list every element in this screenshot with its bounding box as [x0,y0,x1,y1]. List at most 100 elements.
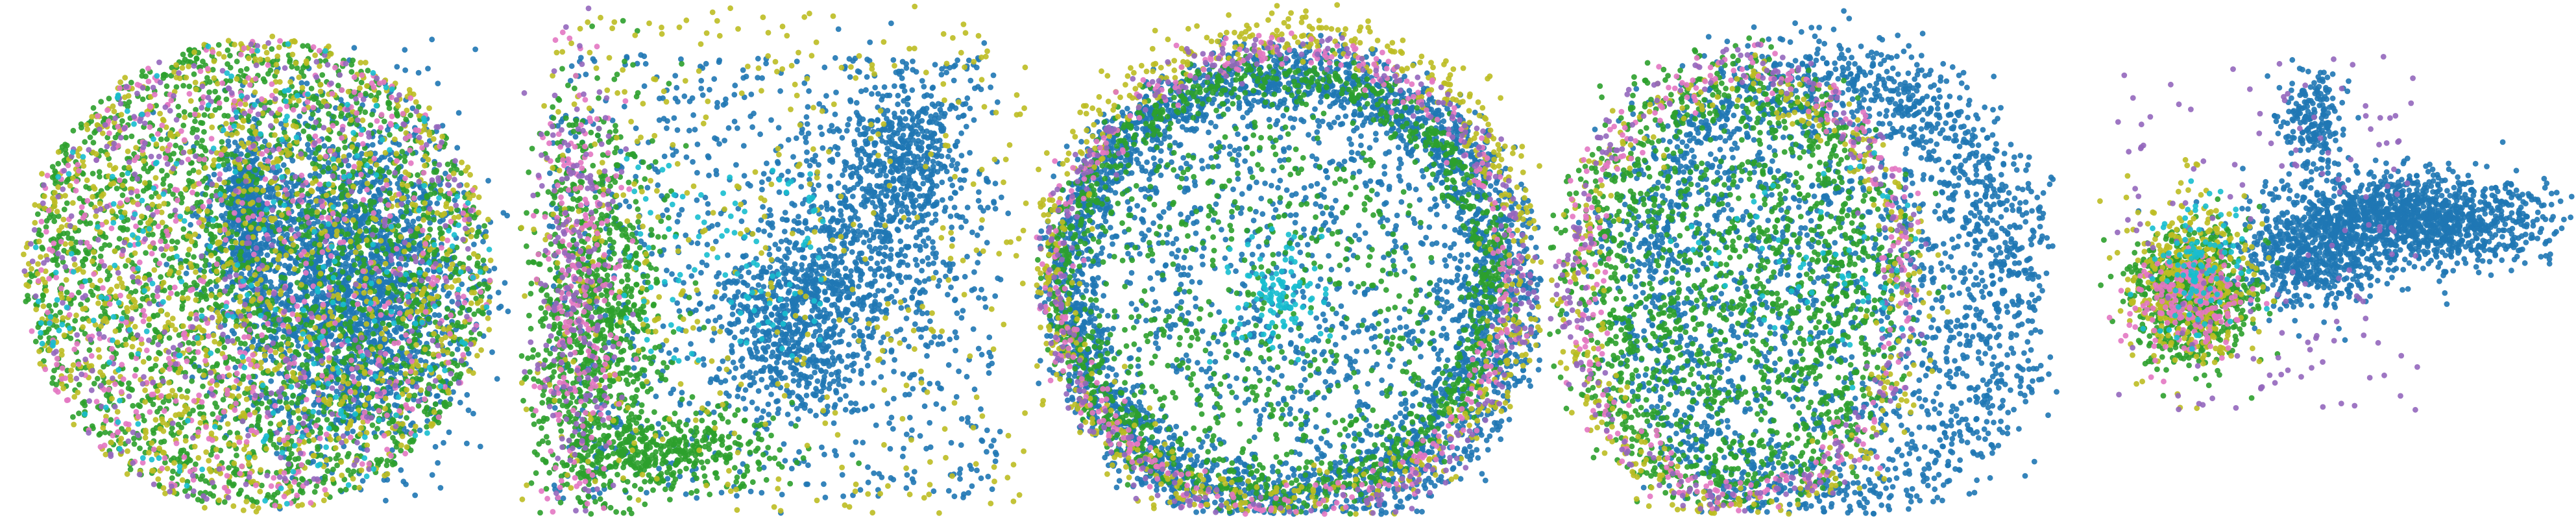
scatter-point [358,250,364,256]
scatter-point [289,188,295,194]
scatter-point [346,226,353,232]
scatter-point [309,290,315,297]
scatter-point [193,461,199,467]
scatter-point [90,105,97,111]
scatter-point [183,270,189,277]
scatter-point [402,227,408,232]
scatter-point [434,200,441,206]
scatter-point [225,61,230,67]
scatter-point [495,290,502,296]
scatter-point [342,321,348,327]
scatter-point [192,118,198,125]
scatter-point [106,273,113,278]
scatter-point [384,476,391,483]
scatter-point [346,152,352,158]
scatter-point [128,79,134,86]
scatter-point [103,234,109,240]
scatter-point [341,360,348,366]
scatter-point [481,223,487,229]
scatter-point [202,147,209,154]
scatter-point [287,56,293,63]
scatter-point [337,487,344,493]
scatter-point [83,184,90,190]
scatter-point [476,224,482,230]
scatter-point [348,69,355,75]
scatter-point [443,170,448,177]
scatter-point [269,494,276,500]
scatter-point [269,224,276,230]
scatter-point [132,288,139,295]
scatter-point [437,218,443,225]
scatter-point [441,402,448,409]
scatter-point [338,113,344,119]
scatter-point [130,402,136,409]
scatter-point [140,96,146,103]
scatter-point [236,490,243,497]
scatter-point [310,160,316,167]
scatter-point [286,456,292,462]
scatter-point [448,274,454,280]
scatter-point [437,409,443,415]
scatter-point [391,417,396,424]
scatter-point [119,381,125,387]
scatter-point [34,211,41,217]
scatter-point [348,249,355,256]
scatter-point [425,66,431,71]
scatter-point [123,134,129,141]
scatter-point [369,422,376,428]
scatter-point [202,262,208,269]
scatter-point [466,255,472,261]
scatter-point [154,408,160,415]
scatter-point [477,443,483,450]
scatter-point [311,489,318,495]
scatter-point [307,173,313,179]
scatter-point [305,203,311,209]
scatter-point [250,338,256,345]
scatter-point [261,79,268,85]
scatter-point [180,122,187,129]
scatter-point [345,231,351,237]
scatter-point [228,201,234,207]
scatter-point [397,305,404,311]
scatter-point [356,375,361,382]
scatter-point [225,47,231,53]
scatter-point [160,399,167,405]
scatter-point [57,309,64,315]
scatter-point [226,465,232,471]
scatter-point [320,169,326,175]
scatter-point [50,375,56,381]
scatter-point [417,332,422,338]
scatter-point [402,158,408,164]
scatter-point [280,162,287,168]
scatter-point [257,307,263,314]
scatter-point [394,64,400,70]
scatter-point [147,366,154,373]
scatter-point [128,133,135,140]
scatter-point [25,293,30,299]
scatter-point [435,80,441,86]
scatter-point [146,355,152,362]
scatter-point [315,347,321,353]
scatter-point [227,53,233,59]
scatter-point [324,468,331,475]
scatter-point [308,260,314,266]
scatter-point [134,193,141,199]
scatter-point [119,118,125,124]
scatter-point [374,248,380,254]
scatter-point [359,214,365,221]
scatter-point [283,303,289,310]
scatter-point [97,430,103,437]
scatter-point [219,139,225,145]
scatter-point [494,376,500,382]
scatter-point [390,435,396,441]
scatter-point [210,411,216,417]
scatter-point [265,327,272,333]
scatter-point [362,385,368,391]
scatter-point [226,184,232,191]
scatter-point [470,410,476,417]
scatter-point [471,241,477,247]
scatter-point [78,121,84,127]
scatter-point [381,297,387,304]
scatter-point [159,167,165,174]
scatter-point [170,468,176,475]
